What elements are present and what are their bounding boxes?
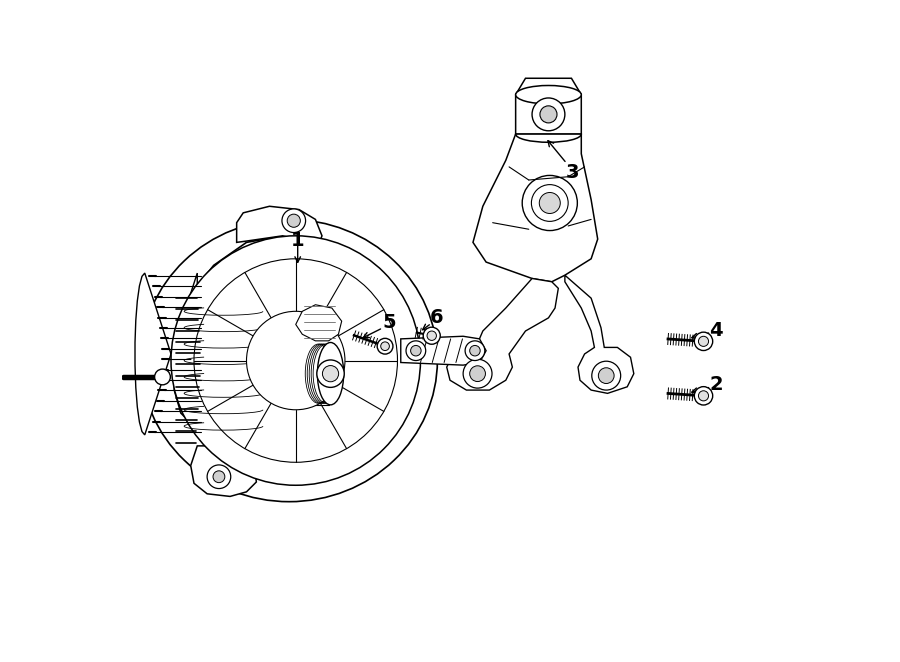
Text: 4: 4 (709, 321, 723, 340)
Circle shape (322, 365, 338, 382)
Ellipse shape (318, 342, 344, 405)
Ellipse shape (294, 342, 317, 405)
Text: 5: 5 (382, 313, 396, 332)
Circle shape (465, 341, 485, 361)
Polygon shape (191, 446, 256, 496)
Circle shape (247, 311, 345, 410)
Text: 2: 2 (709, 375, 723, 395)
Circle shape (698, 336, 708, 346)
Circle shape (406, 341, 426, 361)
Circle shape (317, 360, 344, 387)
Circle shape (694, 332, 713, 350)
Circle shape (171, 236, 420, 485)
Circle shape (470, 366, 485, 381)
Polygon shape (237, 207, 322, 244)
Polygon shape (565, 275, 634, 393)
Circle shape (155, 369, 170, 385)
Circle shape (540, 106, 557, 123)
Text: 3: 3 (565, 163, 579, 181)
Circle shape (282, 209, 306, 232)
Polygon shape (400, 336, 486, 365)
Circle shape (598, 368, 614, 383)
Circle shape (531, 185, 568, 221)
Circle shape (470, 346, 481, 356)
Ellipse shape (141, 219, 437, 502)
Polygon shape (135, 273, 197, 435)
Circle shape (287, 214, 301, 227)
Circle shape (423, 327, 440, 344)
Polygon shape (516, 78, 581, 134)
Circle shape (522, 175, 578, 230)
Circle shape (592, 361, 621, 390)
Circle shape (532, 98, 565, 131)
Text: 1: 1 (291, 231, 304, 250)
Circle shape (410, 346, 421, 356)
Polygon shape (306, 342, 328, 405)
Circle shape (539, 193, 561, 214)
Circle shape (698, 391, 708, 401)
Ellipse shape (516, 85, 581, 104)
Circle shape (464, 359, 492, 388)
Circle shape (427, 331, 436, 340)
Polygon shape (446, 279, 558, 390)
Circle shape (377, 338, 393, 354)
Circle shape (381, 342, 390, 351)
Circle shape (207, 465, 230, 489)
Polygon shape (175, 236, 364, 450)
Polygon shape (473, 134, 598, 282)
Circle shape (694, 387, 713, 405)
Text: 6: 6 (430, 308, 444, 328)
Polygon shape (296, 305, 342, 341)
Circle shape (213, 471, 225, 483)
